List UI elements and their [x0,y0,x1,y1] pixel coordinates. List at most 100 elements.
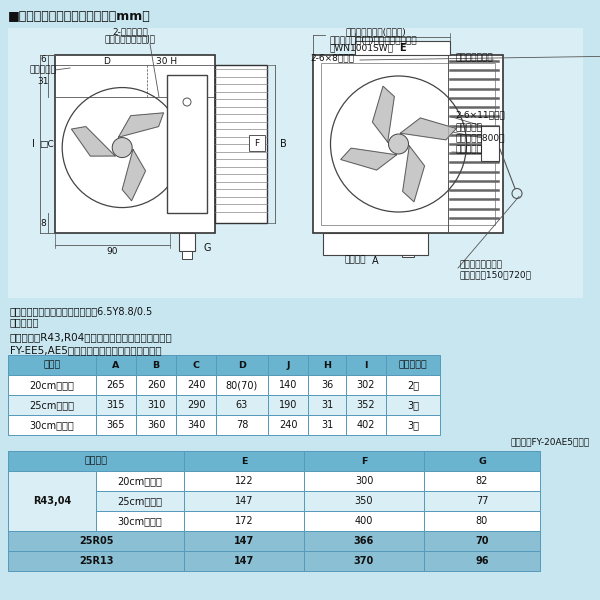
Text: D: D [104,56,110,65]
Text: H: H [323,361,331,370]
Text: 2枚: 2枚 [407,380,419,390]
Polygon shape [400,118,457,140]
Text: ルーバー: ルーバー [85,457,107,466]
Text: 63: 63 [236,400,248,410]
Text: 366: 366 [354,536,374,546]
Bar [96,355,136,375]
Bar [216,375,268,395]
Bar [308,355,346,375]
Text: J: J [286,361,290,370]
Text: 402: 402 [357,420,375,430]
Bar [402,249,414,257]
Bar [176,395,216,415]
Text: G: G [478,457,486,466]
Bar [184,511,304,531]
Bar [321,63,495,225]
Text: （調節範囲150～720）: （調節範囲150～720） [460,271,532,280]
Bar [346,415,386,435]
Bar [8,375,96,395]
Bar [179,233,195,251]
Text: G: G [203,243,211,253]
Bar [215,65,267,223]
Bar [355,41,450,55]
Text: （有効長約800）: （有効長約800） [455,133,505,142]
Bar [184,551,304,571]
Bar [176,375,216,395]
Polygon shape [373,86,394,142]
Text: 350: 350 [355,496,373,506]
Bar [8,28,303,298]
Text: 31: 31 [37,76,49,85]
Text: 78: 78 [236,420,248,430]
Text: 96: 96 [475,556,489,566]
Bar [96,375,136,395]
Bar [182,251,192,259]
Text: 25R05: 25R05 [79,536,113,546]
Text: 3枚: 3枚 [407,420,419,430]
Circle shape [183,98,191,106]
Bar [308,375,346,395]
Bar [386,375,440,395]
Text: 77: 77 [476,496,488,506]
Text: （　）はFY-20AE5です。: （ ）はFY-20AE5です。 [511,437,590,446]
Bar [216,355,268,375]
Bar [136,415,176,435]
Text: 3枚: 3枚 [407,400,419,410]
Bar [424,511,540,531]
Bar [55,55,215,233]
Polygon shape [71,127,115,156]
Text: 30 H: 30 H [157,56,178,65]
Text: 2-6×11取付穴: 2-6×11取付穴 [455,110,505,119]
Bar [8,551,184,571]
Text: 31: 31 [321,420,333,430]
Text: パナソニック(株)製埋込コンセント: パナソニック(株)製埋込コンセント [330,35,418,44]
Bar [424,491,540,511]
Polygon shape [122,149,146,201]
Bar [184,451,304,471]
Bar [184,471,304,491]
Text: 140: 140 [279,380,297,390]
Text: ルーバー: ルーバー [344,256,366,265]
Bar [386,395,440,415]
Text: 122: 122 [235,476,253,486]
Bar [303,28,583,298]
Text: 31: 31 [321,400,333,410]
Text: I: I [364,361,368,370]
Text: R43,04: R43,04 [33,496,71,506]
Text: B: B [152,361,160,370]
Bar [8,395,96,415]
Text: 315: 315 [107,400,125,410]
Text: シャッター: シャッター [30,65,57,74]
Text: B: B [280,139,286,149]
Text: A: A [372,256,379,266]
Text: 25cmタイプ: 25cmタイプ [118,496,163,506]
Text: 8: 8 [40,218,46,227]
Text: 147: 147 [234,556,254,566]
Text: 352: 352 [356,400,376,410]
Bar [8,531,184,551]
Text: 370: 370 [354,556,374,566]
Text: 80: 80 [476,516,488,526]
Bar [304,491,424,511]
Text: 365: 365 [107,420,125,430]
Text: ■外形寸法図･寸法表（単位：mm）: ■外形寸法図･寸法表（単位：mm） [8,10,151,23]
Polygon shape [341,148,397,170]
Text: 70: 70 [475,536,489,546]
Bar [136,355,176,375]
Bar [268,415,308,435]
Bar [346,375,386,395]
Text: 2-6×8取付穴: 2-6×8取付穴 [310,53,354,62]
Text: （近似値）: （近似値） [10,317,40,327]
Bar [304,471,424,491]
Bar [268,355,308,375]
Bar [216,415,268,435]
Text: （WN1001SW）: （WN1001SW） [330,43,394,52]
Bar [96,491,184,511]
Text: F: F [254,139,260,148]
Bar [424,451,540,471]
Bar [304,551,424,571]
Text: 2-取付ボルト: 2-取付ボルト [112,28,148,37]
Circle shape [389,134,409,154]
Bar [136,375,176,395]
Bar [96,395,136,415]
